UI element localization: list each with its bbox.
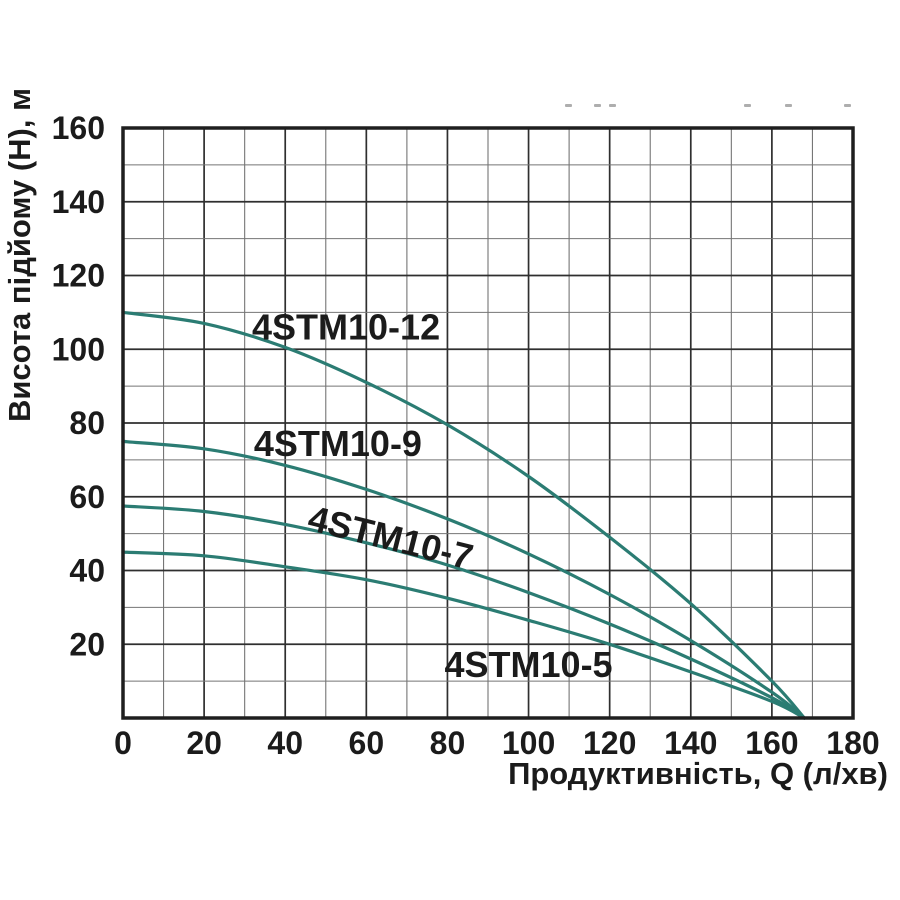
pump-curves [121, 310, 806, 720]
y-tick-60: 60 [69, 479, 105, 515]
crop-mark [844, 104, 851, 107]
crop-mark [565, 104, 572, 107]
grid-lines [123, 128, 853, 718]
y-axis-tick-labels: 20 40 60 80 100 120 140 160 [52, 110, 105, 662]
y-tick-160: 160 [52, 110, 105, 146]
curve-label-4STM10-5: 4STM10-5 [445, 644, 613, 685]
curve-4STM10-5 [121, 550, 806, 720]
curve-4STM10-9 [121, 439, 806, 720]
curve-4STM10-12 [121, 310, 806, 720]
x-tick-80: 80 [430, 725, 466, 761]
y-tick-100: 100 [52, 331, 105, 367]
x-axis-title: Продуктивність, Q (л/хв) [508, 756, 888, 791]
x-tick-120: 120 [583, 725, 636, 761]
plot-border [121, 126, 855, 720]
y-tick-120: 120 [52, 258, 105, 294]
y-tick-20: 20 [69, 626, 105, 662]
cropped-text-remnants [565, 104, 851, 107]
y-axis-title: Висота підйому (Н), м [2, 88, 37, 422]
curve-4STM10-7 [121, 504, 806, 720]
x-tick-100: 100 [502, 725, 555, 761]
x-tick-0: 0 [114, 725, 132, 761]
crop-mark [785, 104, 792, 107]
x-tick-60: 60 [349, 725, 385, 761]
crop-mark [744, 104, 751, 107]
curve-label-4STM10-9: 4STM10-9 [254, 423, 422, 464]
crop-mark [609, 104, 616, 107]
y-tick-80: 80 [69, 405, 105, 441]
curve-label-4STM10-7: 4STM10-7 [304, 497, 477, 577]
curve-label-4STM10-12: 4STM10-12 [252, 307, 440, 348]
x-axis-tick-labels: 0 20 40 60 80 100 120 140 160 180 [114, 725, 880, 761]
x-tick-40: 40 [267, 725, 303, 761]
x-tick-140: 140 [664, 725, 717, 761]
x-tick-160: 160 [745, 725, 798, 761]
y-tick-140: 140 [52, 184, 105, 220]
x-tick-180: 180 [826, 725, 879, 761]
x-tick-20: 20 [186, 725, 222, 761]
crop-mark [594, 104, 601, 107]
y-tick-40: 40 [69, 553, 105, 589]
